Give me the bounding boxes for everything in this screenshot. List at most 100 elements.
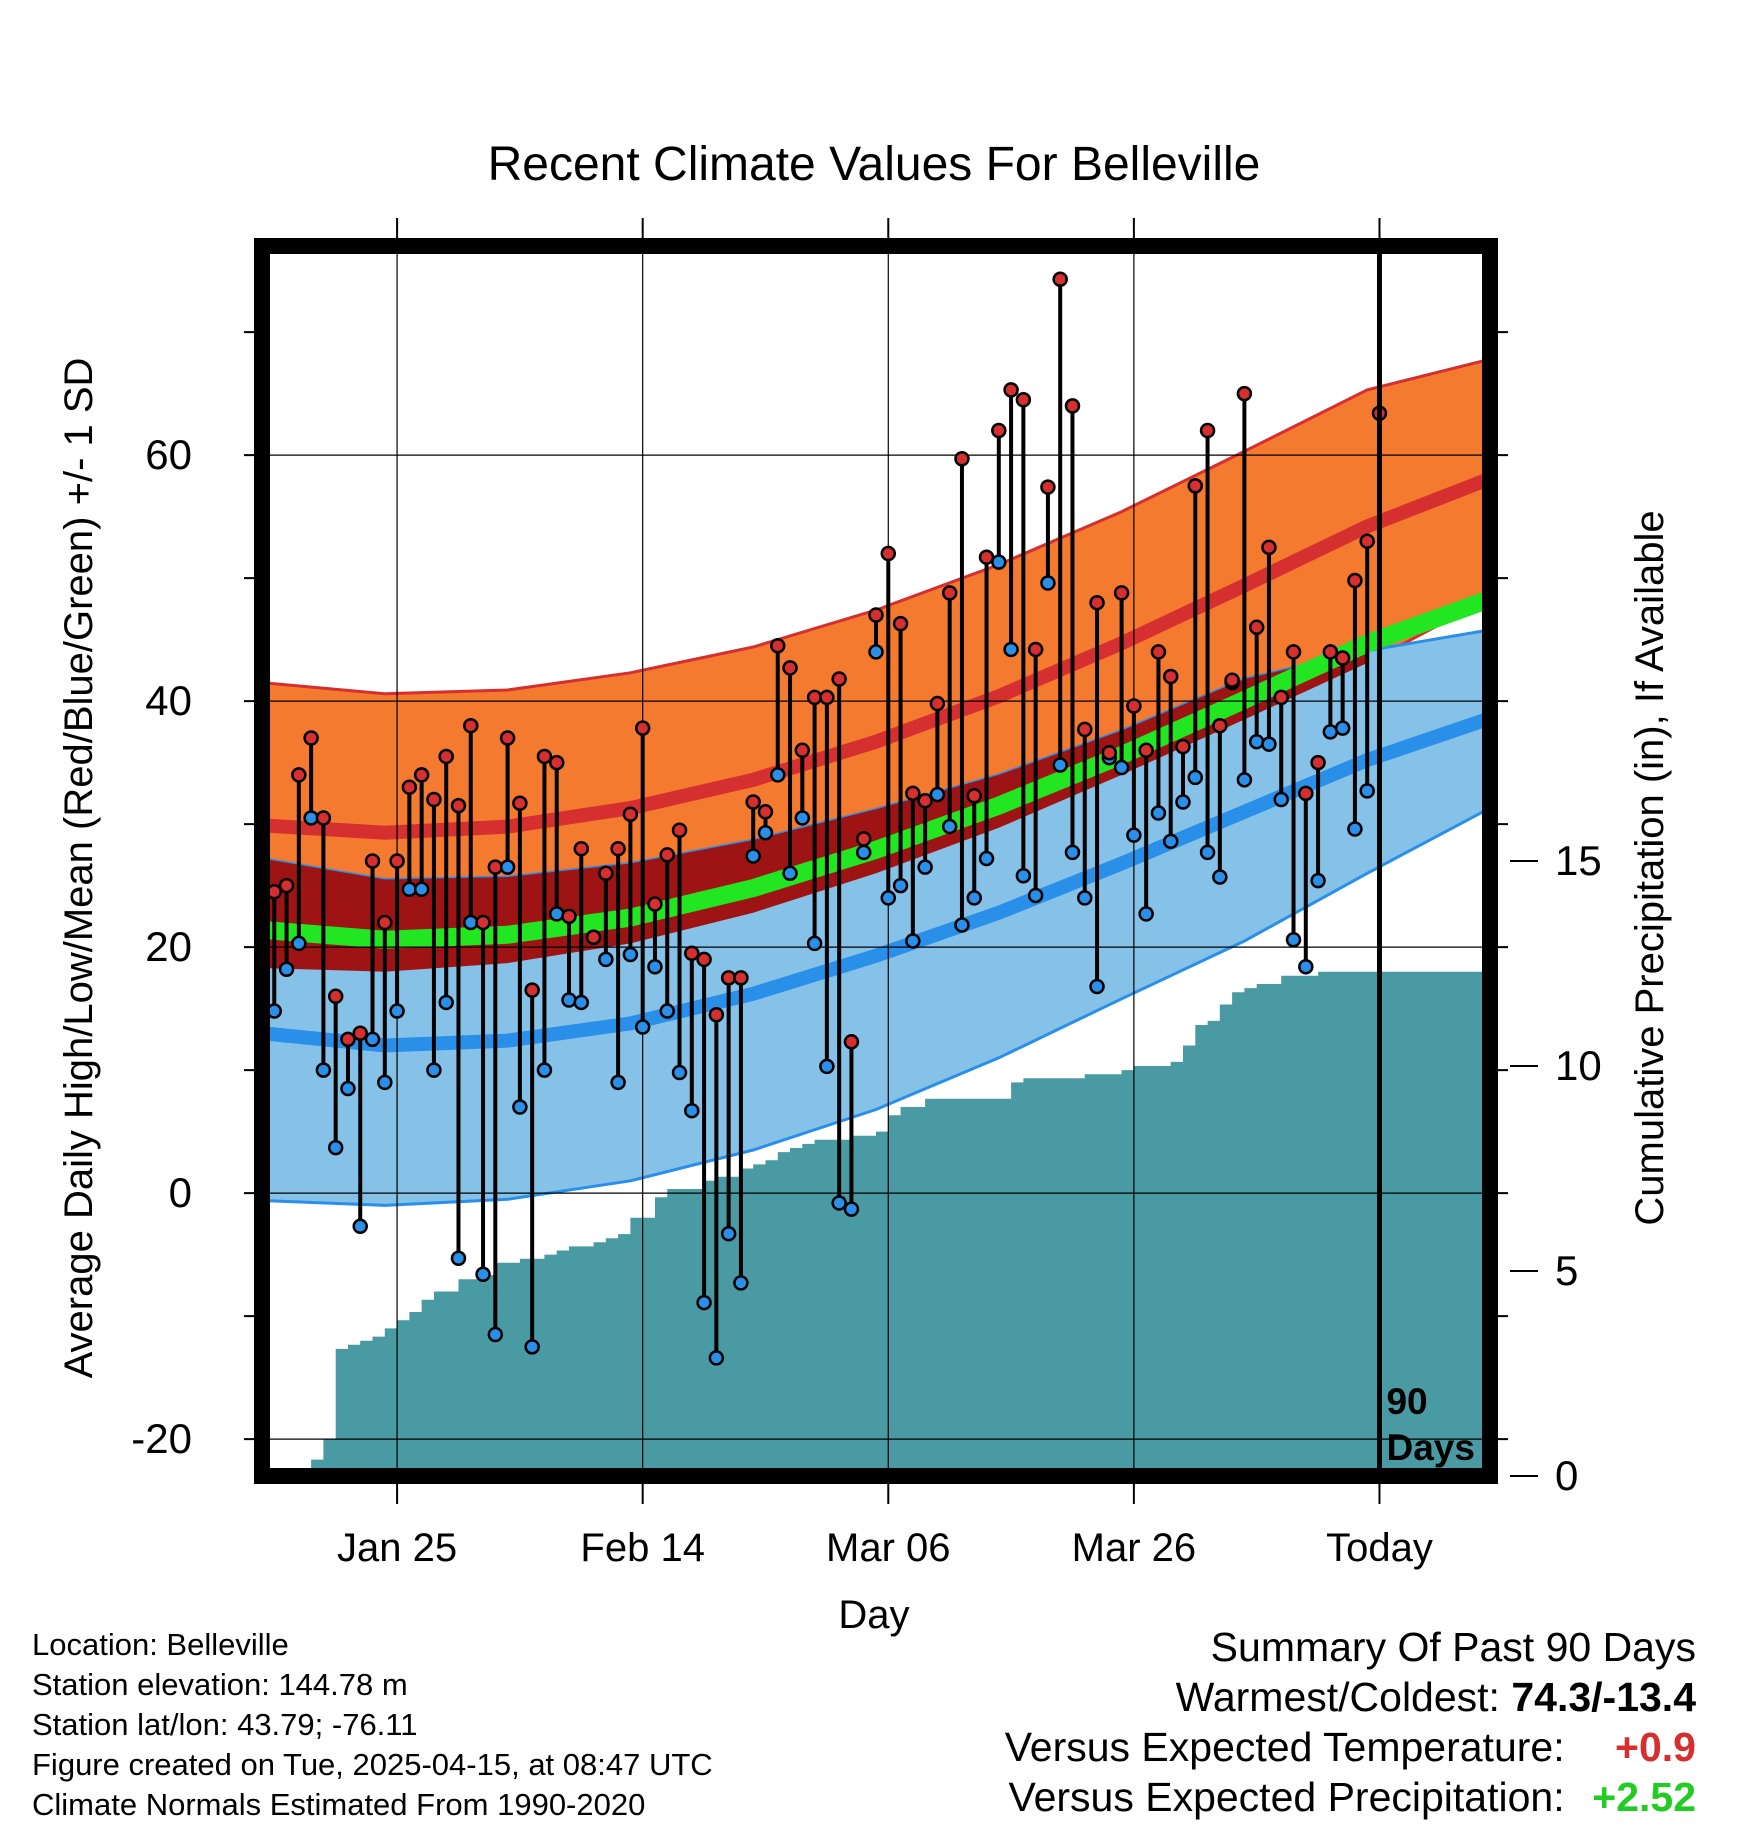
daily-low-point [438,994,454,1011]
daily-high-point [634,720,651,736]
daily-low-point [880,890,897,906]
daily-low-point [1162,833,1179,850]
daily-high-point [364,853,381,869]
daily-low-point [413,881,430,898]
daily-high-point [1347,572,1363,589]
daily-low-point [1334,720,1351,736]
daily-low-point [573,994,590,1011]
daily-low-point [819,1058,835,1075]
daily-high-point [1224,672,1240,688]
daily-high-point [426,791,442,808]
daily-high-point [991,422,1007,439]
daily-low-point [1077,890,1093,906]
daily-low-point [1310,872,1326,889]
daily-low-point [536,1062,553,1078]
daily-low-point [426,1062,442,1078]
daily-high-point [1310,754,1326,771]
warm-cold-row: Warmest/Coldest: 74.3/-13.4 [1005,1672,1696,1722]
y2-tick-label: 10 [1555,1042,1602,1089]
daily-high-point [401,779,418,795]
daily-high-point [745,794,761,810]
daily-low-point [291,935,307,952]
daily-low-point [966,890,982,906]
daily-low-point [340,1080,356,1097]
daily-high-point [1003,382,1019,398]
daily-low-point [1113,759,1130,776]
daily-low-point [733,1275,749,1291]
elevation-line: Station elevation: 144.78 m [32,1667,408,1702]
daily-low-point [782,865,798,882]
daily-high-point [1077,721,1093,738]
daily-high-point [536,748,553,765]
daily-high-point [352,1025,368,1041]
y-tick-label: 20 [145,923,192,970]
summary-title: Summary Of Past 90 Days [1210,1624,1696,1670]
daily-low-point [1040,575,1056,591]
y-tick-label: 0 [169,1169,192,1216]
daily-low-point [524,1339,540,1355]
precipitation-layer [262,971,1490,1476]
warm-cold-label: Warmest/Coldest: [1175,1674,1500,1720]
daily-high-point [1015,392,1032,408]
daily-high-point [1285,644,1302,660]
daily-high-point [573,840,590,857]
y-tick-label: 40 [145,677,192,724]
daily-low-point [929,786,946,803]
daily-high-point [671,822,688,838]
daily-high-point [1187,478,1204,494]
temp-anomaly-label: Versus Expected Temperature: [1004,1724,1565,1770]
daily-high-point [622,806,639,823]
daily-low-point [843,1201,860,1217]
daily-high-point [917,792,933,809]
daily-high-point [905,785,921,802]
temp-anomaly-row: Versus Expected Temperature: +0.9 [1005,1722,1696,1772]
daily-high-point [733,970,749,986]
daily-low-point [991,554,1007,570]
daily-high-point [1199,422,1216,439]
daily-low-point [315,1062,332,1078]
daily-low-point [364,1031,381,1048]
daily-low-point [610,1074,626,1091]
daily-high-point [1298,785,1314,802]
y2-axis: 0 5 10 15 [1510,837,1602,1499]
daily-low-point [855,844,872,861]
y2-axis-label: Cumulative Precipitation (in), If Availa… [1628,510,1672,1225]
daily-high-point [413,767,430,783]
daily-mean-line [262,590,1490,949]
daily-low-point [1150,805,1167,821]
daily-low-point [499,859,516,875]
station-info: Location: Belleville Station elevation: … [32,1625,713,1825]
daily-low-point [1212,869,1228,885]
daily-low-point [954,917,970,933]
warm-cold-value: 74.3/-13.4 [1511,1674,1696,1720]
daily-low-point [450,1250,467,1267]
daily-high-point [1175,738,1191,755]
daily-high-point [868,607,884,623]
y2-tick-label: 5 [1555,1247,1578,1294]
daily-high-point [327,988,344,1005]
daily-high-point [1261,539,1277,556]
daily-high-point [708,1007,725,1023]
daily-low-point [1285,931,1302,948]
daily-high-point [782,660,798,676]
daily-low-point [1359,783,1375,799]
daily-high-point [1236,385,1253,402]
daily-low-point [941,818,958,835]
precip-anomaly-row: Versus Expected Precipitation: +2.52 [1005,1772,1697,1822]
daily-high-point [585,929,602,946]
daily-values-layer [266,246,1388,1366]
high-mean-line [262,471,1490,840]
daily-low-point [634,1019,651,1035]
daily-high-point [561,908,577,925]
x-tick-label: Today [1326,1526,1433,1570]
daily-high-point [831,671,847,687]
daily-low-point [892,877,909,894]
daily-low-point [1187,769,1204,786]
normals-line: Climate Normals Estimated From 1990-2020 [32,1787,646,1822]
daily-low-point [1138,906,1154,922]
daily-high-point [377,914,393,931]
daily-low-point [1027,887,1044,904]
daily-low-point [905,933,921,949]
daily-low-point [1248,733,1265,750]
